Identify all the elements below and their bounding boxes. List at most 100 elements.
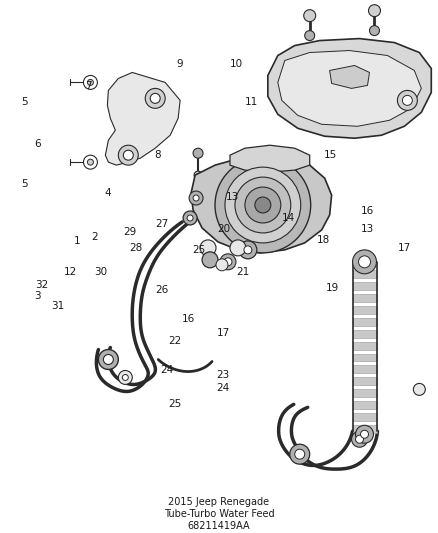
Text: 23: 23 [217,370,230,380]
Circle shape [193,195,199,201]
Text: 28: 28 [130,243,143,253]
Circle shape [122,375,128,381]
Polygon shape [353,318,378,326]
Text: 29: 29 [123,227,136,237]
Text: 32: 32 [35,280,49,290]
Polygon shape [353,329,378,337]
Circle shape [235,177,291,233]
Circle shape [99,350,118,369]
Circle shape [244,246,252,254]
Text: 8: 8 [155,150,161,160]
Circle shape [305,30,314,41]
Circle shape [295,449,305,459]
Polygon shape [353,342,378,350]
Circle shape [360,430,368,438]
Text: 27: 27 [155,219,169,229]
Circle shape [88,159,93,165]
Polygon shape [268,38,431,138]
Circle shape [304,10,316,22]
Circle shape [370,26,379,36]
Polygon shape [353,353,378,361]
Text: 17: 17 [398,243,411,253]
Circle shape [413,383,425,395]
Circle shape [84,76,97,90]
Polygon shape [353,413,378,421]
Polygon shape [353,270,378,278]
Circle shape [145,88,165,108]
Text: 2015 Jeep Renegade: 2015 Jeep Renegade [169,497,269,507]
Circle shape [356,435,364,443]
Text: 18: 18 [317,235,330,245]
Polygon shape [353,401,378,409]
Circle shape [118,370,132,384]
Text: 12: 12 [64,266,77,277]
Polygon shape [106,72,180,165]
Polygon shape [353,425,378,433]
Text: 22: 22 [169,336,182,346]
Text: 24: 24 [160,365,173,375]
Circle shape [84,155,97,169]
Text: 21: 21 [237,266,250,277]
Text: 10: 10 [230,60,243,69]
Text: 5: 5 [21,179,28,189]
Circle shape [220,254,236,270]
Text: 26: 26 [155,285,169,295]
Text: 3: 3 [35,290,41,301]
Polygon shape [230,145,310,172]
Text: Tube-Turbo Water Feed: Tube-Turbo Water Feed [164,509,274,519]
Circle shape [353,250,377,274]
Circle shape [352,431,367,447]
Text: 7: 7 [85,80,92,91]
Circle shape [150,93,160,103]
Circle shape [216,259,228,271]
Text: 13: 13 [361,224,374,234]
Circle shape [118,145,138,165]
Text: 25: 25 [193,245,206,255]
Text: 17: 17 [217,328,230,338]
Text: 14: 14 [282,214,296,223]
Circle shape [88,79,93,85]
Circle shape [255,197,271,213]
Circle shape [290,444,310,464]
Circle shape [187,215,193,221]
Circle shape [403,95,412,106]
Circle shape [124,150,133,160]
Circle shape [368,5,381,17]
Text: 24: 24 [217,383,230,393]
Polygon shape [353,282,378,290]
Circle shape [103,354,113,365]
Text: 68211419AA: 68211419AA [188,521,250,531]
Text: 1: 1 [74,236,81,246]
Text: 6: 6 [35,139,41,149]
Text: 20: 20 [217,224,230,234]
Circle shape [245,187,281,223]
Polygon shape [191,155,332,253]
Circle shape [189,191,203,205]
Circle shape [193,148,203,158]
Text: 16: 16 [182,314,195,325]
Text: 19: 19 [326,282,339,293]
Circle shape [194,171,202,179]
Text: 30: 30 [95,266,108,277]
Polygon shape [278,51,421,126]
Text: 16: 16 [361,206,374,215]
Circle shape [224,258,232,266]
Polygon shape [353,366,378,374]
Circle shape [225,167,301,243]
Circle shape [200,240,216,256]
Circle shape [215,157,311,253]
Polygon shape [330,66,370,88]
Text: 31: 31 [51,301,64,311]
Polygon shape [353,390,378,398]
Circle shape [239,241,257,259]
Text: 15: 15 [324,150,337,160]
Circle shape [183,211,197,225]
Text: 9: 9 [177,60,183,69]
Circle shape [397,91,417,110]
Text: 5: 5 [21,96,28,107]
Text: 25: 25 [169,399,182,409]
Text: 13: 13 [226,192,239,202]
Text: 11: 11 [245,96,258,107]
Circle shape [230,240,246,256]
Circle shape [356,425,374,443]
